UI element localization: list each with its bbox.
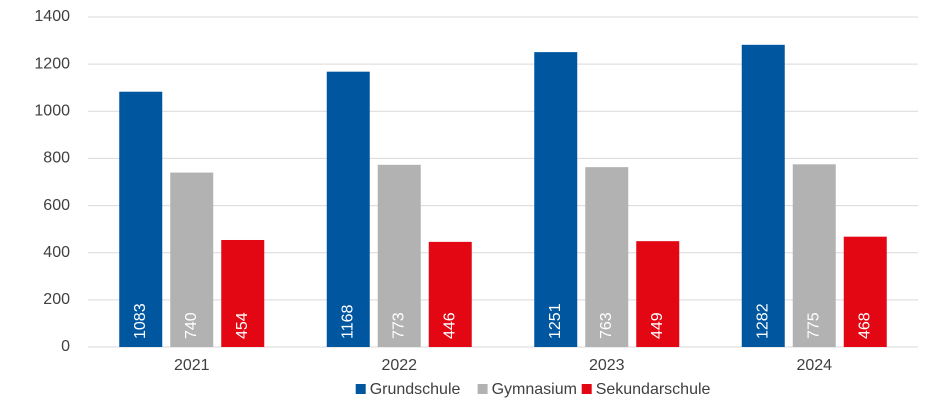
y-tick-label: 600 (43, 197, 70, 214)
x-tick-label: 2023 (589, 357, 625, 374)
bar (585, 167, 629, 347)
y-tick-label: 1400 (34, 8, 70, 25)
bar (534, 52, 578, 347)
bar (428, 241, 472, 347)
x-tick-label: 2021 (174, 357, 210, 374)
y-tick-label: 1000 (34, 103, 70, 120)
y-tick-label: 1200 (34, 55, 70, 72)
legend-label: Grundschule (370, 381, 461, 398)
data-label: 763 (598, 312, 615, 339)
data-label: 1251 (547, 303, 564, 339)
bar (326, 71, 370, 347)
bar (741, 44, 785, 348)
bar (221, 239, 265, 347)
data-label: 740 (183, 312, 200, 339)
x-tick-label: 2024 (796, 357, 832, 374)
legend-swatch (477, 384, 488, 394)
data-label: 446 (441, 312, 458, 339)
y-tick-label: 800 (43, 150, 70, 167)
data-label: 454 (234, 312, 251, 339)
data-label: 468 (856, 312, 873, 339)
bar (636, 241, 680, 347)
legend-label: Gymnasium (492, 381, 577, 398)
y-tick-label: 400 (43, 244, 70, 261)
bar (843, 236, 887, 347)
y-tick-label: 0 (61, 338, 70, 355)
bar (170, 172, 214, 347)
y-tick-label: 200 (43, 291, 70, 308)
legend-swatch (581, 384, 592, 394)
bar (377, 164, 421, 347)
data-label: 1083 (132, 303, 149, 339)
data-label: 1168 (339, 304, 356, 339)
x-tick-label: 2022 (381, 357, 417, 374)
bar (792, 164, 836, 347)
bar (119, 91, 163, 347)
data-label: 449 (649, 312, 666, 339)
legend-label: Sekundarschule (596, 381, 711, 398)
data-label: 775 (805, 312, 822, 339)
legend-swatch (355, 384, 366, 394)
data-label: 1282 (754, 303, 771, 339)
data-label: 773 (390, 312, 407, 339)
